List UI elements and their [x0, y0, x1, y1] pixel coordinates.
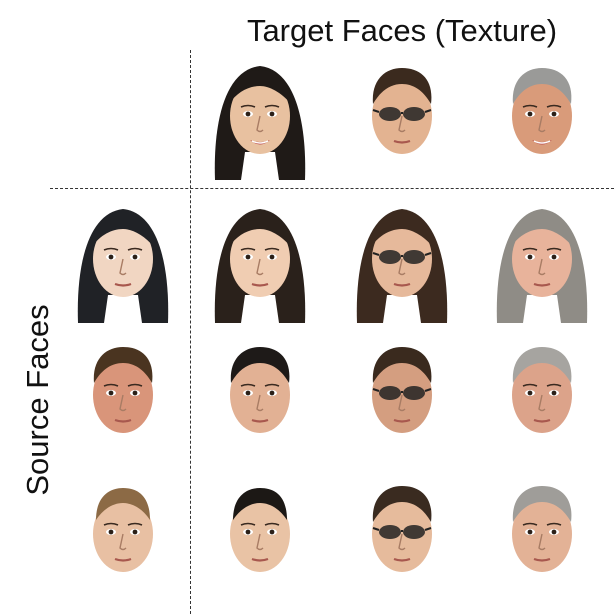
- source-face-2: [58, 331, 188, 461]
- swap-face-2-2-image: [372, 347, 432, 433]
- source-face-2-image: [93, 347, 153, 433]
- source-face-3: [58, 470, 188, 600]
- swap-face-1-2: [337, 195, 467, 325]
- source-face-1: [58, 195, 188, 325]
- swap-face-3-3-image: [512, 486, 572, 572]
- target-faces-title: Target Faces (Texture): [246, 13, 558, 48]
- vertical-divider: [190, 50, 191, 614]
- source-face-1-image: [77, 209, 169, 323]
- target-face-2: [337, 52, 467, 182]
- target-face-1-image: [214, 66, 306, 180]
- swap-face-1-3-image: [496, 209, 588, 323]
- swap-face-1-1: [195, 195, 325, 325]
- target-face-3: [477, 52, 607, 182]
- target-face-3-image: [512, 68, 572, 154]
- swap-face-2-1-image: [230, 347, 290, 433]
- swap-face-1-3: [477, 195, 607, 325]
- target-face-2-image: [372, 68, 432, 154]
- source-faces-title: Source Faces: [20, 304, 55, 496]
- target-face-1: [195, 52, 325, 182]
- swap-face-2-3: [477, 331, 607, 461]
- swap-face-1-1-image: [214, 209, 306, 323]
- swap-face-2-3-image: [512, 347, 572, 433]
- swap-face-3-1: [195, 470, 325, 600]
- swap-face-2-1: [195, 331, 325, 461]
- swap-face-3-2: [337, 470, 467, 600]
- swap-face-3-2-image: [372, 486, 432, 572]
- source-face-3-image: [93, 488, 153, 572]
- swap-face-3-3: [477, 470, 607, 600]
- swap-face-2-2: [337, 331, 467, 461]
- horizontal-divider: [50, 188, 614, 189]
- swap-face-1-2-image: [356, 209, 448, 323]
- swap-face-3-1-image: [230, 488, 290, 572]
